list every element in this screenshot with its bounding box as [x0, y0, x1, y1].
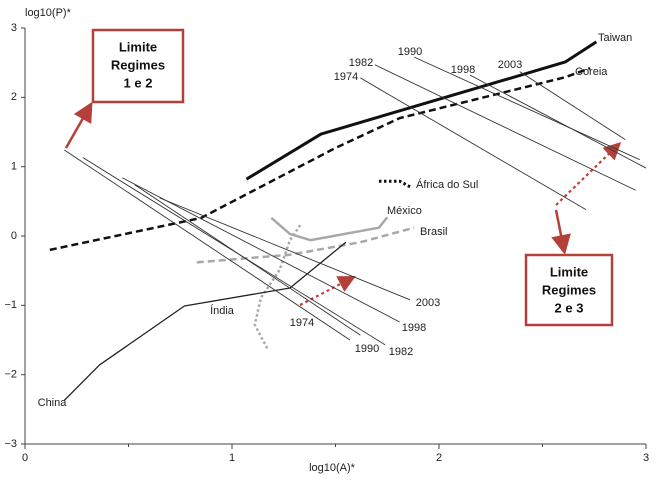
series-label: 2003 — [416, 297, 440, 309]
y-tick-label: 2 — [11, 91, 17, 103]
y-tick-label: 3 — [11, 22, 17, 34]
y-tick-label: −2 — [4, 369, 17, 381]
x-tick-label: 1 — [229, 452, 235, 464]
series-label: Brasil — [420, 226, 448, 238]
series-label: China — [38, 397, 68, 409]
y-tick-label: −1 — [4, 299, 17, 311]
series-label: 1974 — [290, 317, 314, 329]
annotation-box — [91, 28, 185, 104]
x-tick-label: 3 — [643, 452, 649, 464]
series-label: 1974 — [334, 71, 358, 83]
series-line — [374, 64, 636, 191]
series-label: México — [387, 205, 422, 217]
series-label: África do Sul — [416, 178, 478, 191]
series-label: Índia — [210, 304, 235, 317]
x-tick-label: 2 — [436, 452, 442, 464]
annotation-text: Regimes — [542, 282, 596, 297]
annotation-text: 1 e 2 — [124, 75, 153, 90]
series-line — [245, 40, 598, 181]
annotation-text: 2 e 3 — [555, 300, 584, 315]
regime-arrow — [299, 275, 356, 306]
series-line — [64, 149, 351, 341]
x-axis-label: log10(A)* — [309, 462, 356, 474]
annotation-text: Limite — [550, 264, 588, 279]
series-line — [253, 224, 302, 349]
series-label: 1982 — [349, 57, 373, 69]
series-label: Coreia — [575, 66, 608, 78]
series-line — [413, 56, 640, 161]
series-label: 1998 — [402, 322, 426, 334]
regime-arrow — [555, 141, 622, 206]
series-line — [159, 197, 411, 301]
annotation-box — [524, 253, 614, 327]
series-line — [360, 77, 587, 211]
series-label: 2003 — [498, 59, 522, 71]
series-label: Taiwan — [598, 32, 632, 44]
annotation-text: Limite — [119, 39, 157, 54]
series-line — [270, 216, 389, 242]
series-line — [469, 74, 647, 169]
series-label: 1982 — [389, 346, 413, 358]
series-line — [82, 157, 386, 346]
y-tick-label: −3 — [4, 438, 17, 450]
callout-arrow — [64, 101, 93, 149]
series-line — [49, 67, 591, 252]
y-axis-label: log10(P)* — [25, 7, 72, 19]
y-tick-label: 0 — [11, 230, 17, 242]
series-line — [519, 71, 626, 141]
series-line — [196, 226, 415, 264]
y-tick-label: 1 — [11, 161, 17, 173]
series-label: 1998 — [451, 64, 475, 76]
series-line — [63, 241, 347, 401]
series-label: 1990 — [355, 343, 379, 355]
series-label: 1990 — [398, 46, 422, 58]
callout-arrow — [551, 209, 571, 255]
annotation-text: Regimes — [111, 57, 165, 72]
series-line — [378, 179, 411, 189]
x-tick-label: 0 — [22, 452, 28, 464]
